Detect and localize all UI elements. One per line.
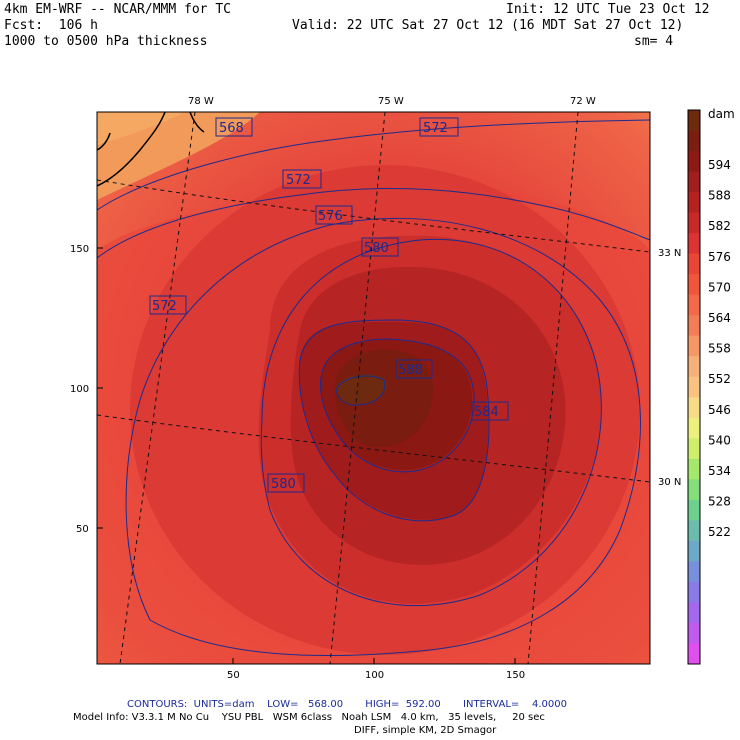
- frame-ticks: [97, 247, 516, 664]
- colorbar-level-label: 582: [708, 219, 731, 233]
- colorbar-swatch: [688, 233, 700, 255]
- colorbar-level-label: 534: [708, 464, 731, 478]
- colorbar-swatch: [688, 151, 700, 173]
- contour-label-580-top: 580: [364, 241, 389, 256]
- colorbar-level-label: 528: [708, 495, 731, 509]
- smoothing-label: sm= 4: [634, 34, 674, 49]
- lat-label-30n: 30 N: [658, 477, 681, 488]
- colorbar: dam 594 588 582 576 570 564 558 552 546 540 534 528…: [687, 107, 735, 665]
- colorbar-swatches: [687, 109, 701, 665]
- colorbar-swatch: [688, 294, 700, 316]
- colorbar-swatch: [688, 417, 700, 439]
- init-time: Init: 12 UTC Tue 23 Oct 12: [506, 2, 710, 17]
- colorbar-swatch: [688, 253, 700, 275]
- contour-label-568: 568: [219, 121, 244, 136]
- colorbar-swatch: [688, 274, 700, 296]
- contour-label-580-low: 580: [271, 477, 296, 492]
- lat-label-33n: 33 N: [658, 248, 681, 259]
- diff-info: DIFF, simple KM, 2D Smagor: [354, 725, 497, 736]
- contour-label-box: [361, 237, 399, 257]
- forecast-hour: Fcst: 106 h: [4, 18, 98, 33]
- lon-label-75w: 75 W: [378, 96, 404, 107]
- model-title: 4km EM-WRF -- NCAR/MMM for TC: [4, 2, 231, 17]
- contour-label-572-left: 572: [152, 299, 177, 314]
- colorbar-swatch: [688, 335, 700, 357]
- lon-label-78w: 78 W: [188, 96, 214, 107]
- contour-label-box: [282, 169, 322, 189]
- contour-label-572-top: 572: [423, 121, 448, 136]
- y-tick-100: 100: [70, 384, 89, 395]
- filled-contours: [97, 112, 650, 664]
- contour-label-box: [471, 401, 509, 421]
- y-tick-150: 150: [70, 244, 89, 255]
- contour-labels: 568 572 572 576 580 572 588 584 580: [149, 117, 509, 493]
- contour-label-box: [395, 359, 433, 379]
- colorbar-labels: 594 588 582 576 570 564 558 552 546 540 534 528 522: [708, 158, 731, 539]
- colorbar-swatch: [688, 397, 700, 419]
- contour-label-box: [215, 117, 253, 137]
- colorbar-swatch: [688, 438, 700, 460]
- colorbar-level-label: 540: [708, 433, 731, 447]
- field-name: 1000 to 0500 hPa thickness: [4, 34, 208, 49]
- y-tick-50: 50: [76, 524, 89, 535]
- contour-label-box: [315, 205, 353, 225]
- colorbar-level-label: 564: [708, 311, 731, 325]
- lat-lon-grid: [97, 112, 650, 664]
- colorbar-level-label: 594: [708, 158, 731, 172]
- model-info: Model Info: V3.3.1 M No Cu YSU PBL WSM 6…: [73, 712, 545, 723]
- x-tick-150: 150: [506, 670, 525, 681]
- colorbar-level-label: 522: [708, 525, 731, 539]
- contour-label-584: 584: [474, 405, 499, 420]
- colorbar-swatch: [688, 356, 700, 378]
- colorbar-frame: [687, 109, 701, 665]
- colorbar-swatch: [688, 581, 700, 603]
- colorbar-swatch: [688, 602, 700, 624]
- colorbar-swatch: [688, 643, 700, 665]
- colorbar-swatch: [688, 192, 700, 214]
- colorbar-swatch: [688, 458, 700, 480]
- lon-label-72w: 72 W: [570, 96, 596, 107]
- contour-label-box: [267, 473, 305, 493]
- colorbar-swatch: [688, 561, 700, 583]
- contour-label-box: [419, 117, 459, 137]
- colorbar-swatch: [688, 171, 700, 193]
- colorbar-swatch: [688, 540, 700, 562]
- colorbar-level-label: 570: [708, 280, 731, 294]
- colorbar-swatch: [688, 315, 700, 337]
- colorbar-swatch: [688, 130, 700, 152]
- colorbar-swatch: [688, 622, 700, 644]
- contours-info: CONTOURS: UNITS=dam LOW= 568.00 HIGH= 59…: [127, 699, 567, 710]
- contour-label-576: 576: [318, 209, 343, 224]
- colorbar-level-label: 546: [708, 403, 731, 417]
- colorbar-swatch: [688, 376, 700, 398]
- contour-label-588: 588: [398, 363, 423, 378]
- colorbar-level-label: 576: [708, 250, 731, 264]
- colorbar-units: dam: [708, 107, 735, 121]
- x-tick-100: 100: [365, 670, 384, 681]
- contour-label-572-upper: 572: [286, 173, 311, 188]
- x-tick-50: 50: [227, 670, 240, 681]
- contour-lines: [97, 119, 650, 657]
- contour-label-box: [149, 295, 187, 315]
- colorbar-level-label: 588: [708, 189, 731, 203]
- coastline: [97, 112, 205, 187]
- colorbar-swatch: [688, 110, 700, 132]
- colorbar-swatch: [688, 520, 700, 542]
- colorbar-level-label: 558: [708, 342, 731, 356]
- colorbar-swatch: [688, 212, 700, 234]
- colorbar-level-label: 552: [708, 372, 731, 386]
- colorbar-swatch: [688, 479, 700, 501]
- colorbar-swatch: [688, 499, 700, 521]
- valid-time: Valid: 22 UTC Sat 27 Oct 12 (16 MDT Sat …: [292, 18, 684, 33]
